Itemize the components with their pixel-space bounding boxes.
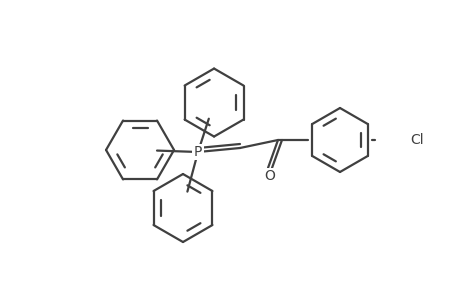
- Text: O: O: [264, 169, 275, 183]
- Text: Cl: Cl: [409, 133, 423, 147]
- Text: P: P: [193, 145, 202, 159]
